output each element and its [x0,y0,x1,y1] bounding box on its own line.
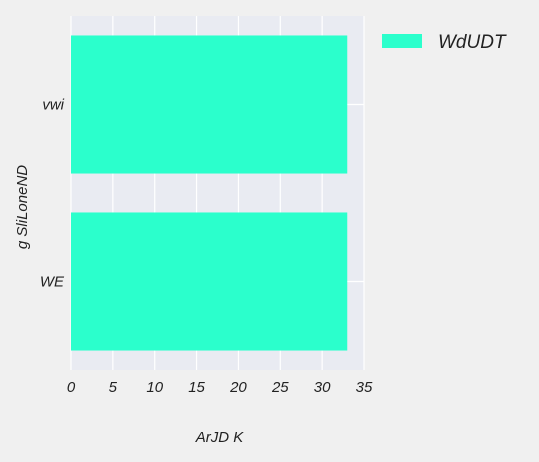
bar-we [71,212,347,350]
x-tick-label: 15 [188,379,205,396]
x-tick-label: 5 [109,379,118,396]
x-tick-label: 30 [314,379,331,396]
x-axis-label: ArJD K [195,429,245,446]
bar-vwi [71,35,347,173]
x-tick-label: 35 [356,379,373,396]
x-tick-label: 20 [229,379,247,396]
legend: WdUDT [382,32,507,53]
x-tick-label: 0 [67,379,76,396]
x-tick-label: 10 [146,379,163,396]
y-tick-labels: vwi WE [40,97,65,291]
x-tick-label: 25 [271,379,289,396]
y-tick-label: WE [40,274,65,291]
y-tick-label: vwi [42,97,64,114]
legend-label-wdudt: WdUDT [438,32,507,53]
x-tick-labels: 0 5 10 15 20 25 30 35 [67,379,373,396]
legend-swatch-wdudt [382,34,422,48]
y-axis-label: g SliLoneND [14,165,31,249]
